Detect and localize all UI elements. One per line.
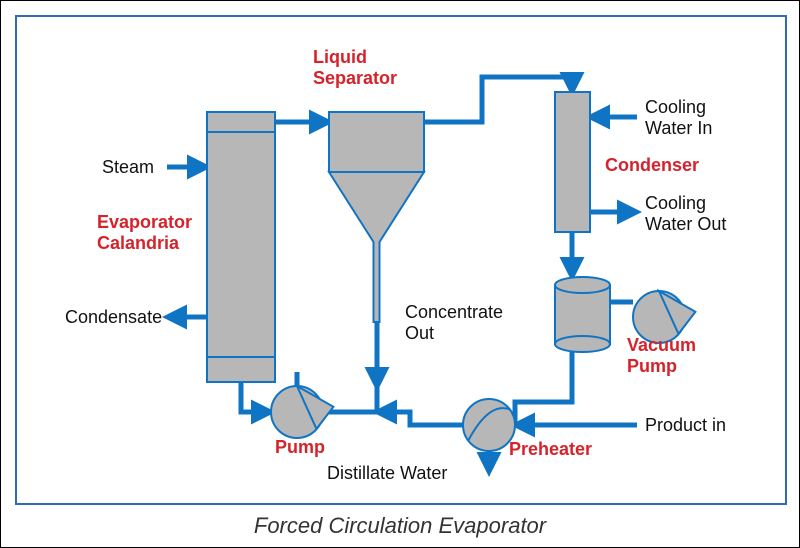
diagram-frame: LiquidSeparator EvaporatorCalandria Cond… [15,15,787,505]
label-liquid-separator: LiquidSeparator [313,47,397,88]
label-steam: Steam [102,157,154,178]
separator-funnel [329,172,424,322]
preheater-body [463,399,515,451]
label-condenser: Condenser [605,155,699,176]
flow-separator-to-condenser-top [424,77,572,122]
label-distillate-water: Distillate Water [327,463,447,484]
outer-frame: LiquidSeparator EvaporatorCalandria Cond… [0,0,800,548]
label-concentrate-out: ConcentrateOut [405,302,503,343]
flow-pump-to-separator-stem-back [323,322,377,412]
label-evaporator-calandria: EvaporatorCalandria [97,212,192,253]
label-cooling-water-out: CoolingWater Out [645,193,726,234]
flow-calandria-bottom-to-pump [241,382,271,412]
flow-preheater-to-pump [377,412,463,425]
label-cooling-water-in: CoolingWater In [645,97,712,138]
label-condensate: Condensate [65,307,162,328]
label-preheater: Preheater [509,439,592,460]
label-pump: Pump [275,437,325,458]
flow-tank-bottom-down [515,352,572,425]
label-vacuum-pump: VacuumPump [627,335,696,376]
separator-box [329,112,424,172]
label-product-in: Product in [645,415,726,436]
condenser-body [555,92,590,232]
caption: Forced Circulation Evaporator [1,513,799,539]
calandria [207,112,275,382]
